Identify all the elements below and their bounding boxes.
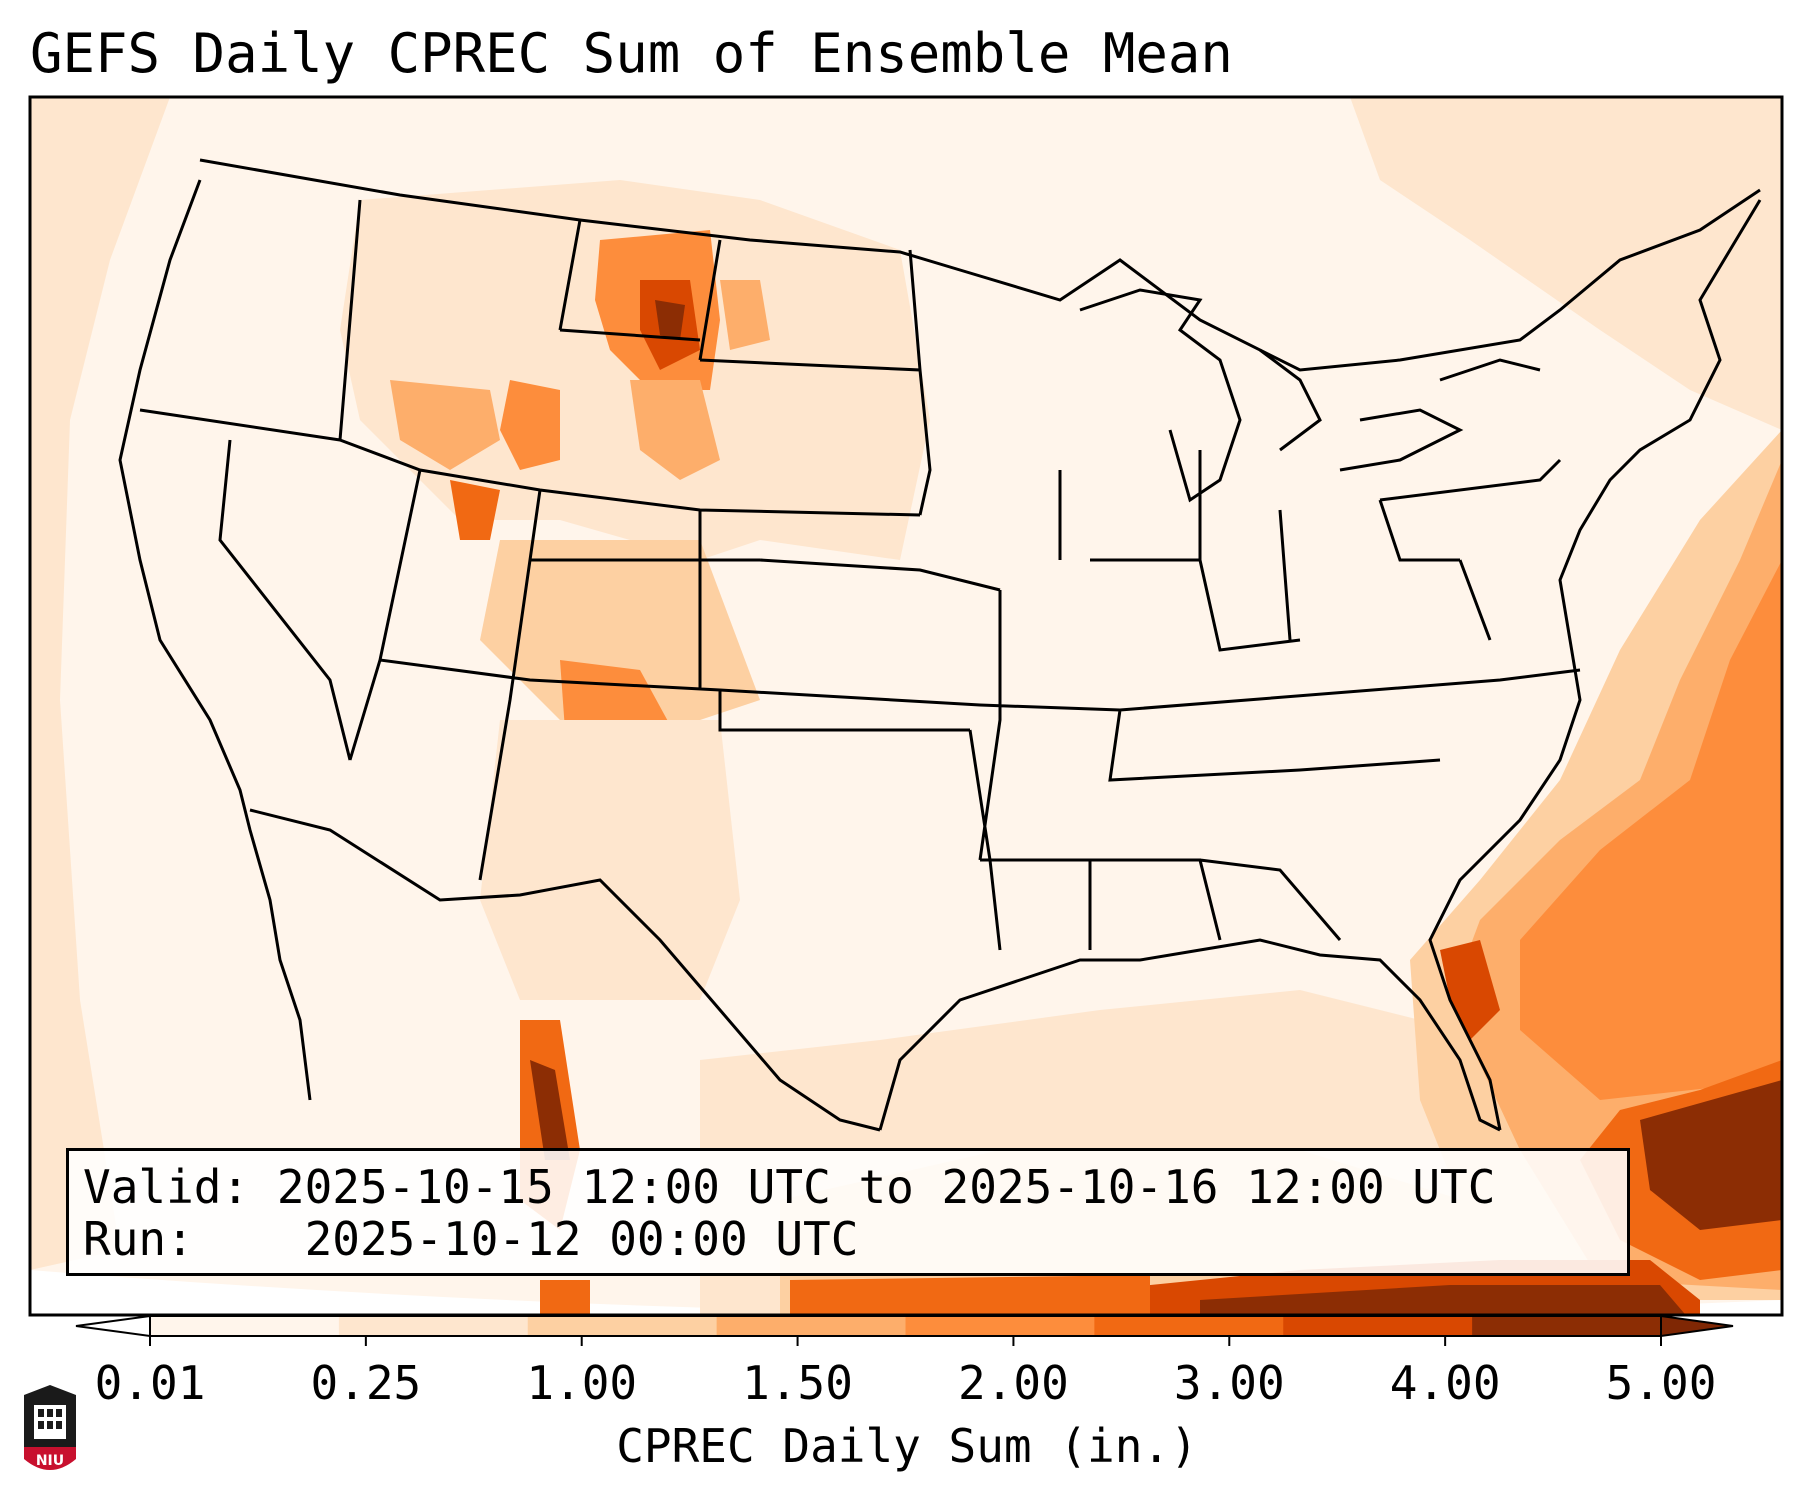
east-coast — [1428, 199, 1762, 1131]
mexico-strip — [540, 1280, 590, 1315]
idaho-blob — [390, 380, 500, 470]
chart-title: GEFS Daily CPREC Sum of Ensemble Mean — [30, 22, 1233, 85]
run-line: Run: 2025-10-12 00:00 UTC — [83, 1213, 858, 1265]
run-label: Run: — [83, 1212, 194, 1266]
colorbar-segment — [716, 1316, 906, 1336]
gulf-strip — [790, 1275, 1150, 1315]
colorbar-segment — [338, 1316, 529, 1336]
nd-blob — [720, 280, 770, 350]
west-shade — [30, 97, 170, 1270]
cuba-shade-2 — [1200, 1285, 1686, 1315]
colorbar-extend-low — [75, 1314, 151, 1338]
colorbar-segment — [1472, 1316, 1662, 1336]
colorbar-tick-label: 2.00 — [958, 1356, 1069, 1410]
colorbar-segment — [527, 1316, 718, 1336]
ne-shade — [1350, 97, 1782, 430]
colorbar-label: CPREC Daily Sum (in.) — [616, 1419, 1198, 1473]
great-lakes — [1079, 288, 1541, 503]
colorbar-tick-label: 5.00 — [1605, 1356, 1717, 1410]
colorbar-segment — [150, 1316, 340, 1336]
info-box: Valid: 2025-10-15 12:00 UTC to 2025-10-1… — [66, 1148, 1630, 1276]
colorbar-segment — [1094, 1316, 1284, 1336]
sd-blob — [630, 380, 720, 480]
colorbar-segment — [905, 1316, 1095, 1336]
bahamas-shade — [1640, 1080, 1782, 1230]
logo-text: NIU — [36, 1453, 64, 1469]
colorbar-tick-label: 0.01 — [94, 1356, 206, 1410]
utah-blob — [450, 480, 500, 540]
colorado-shade — [480, 540, 760, 720]
colorbar-segment — [1283, 1316, 1473, 1336]
atlantic-shade-3 — [1520, 560, 1782, 1100]
niu-logo: NIU — [24, 1385, 76, 1470]
valid-text: 2025-10-15 12:00 UTC to 2025-10-16 12:00… — [276, 1160, 1496, 1214]
colorbar-tick-label: 4.00 — [1389, 1356, 1501, 1410]
mexico-border — [249, 808, 881, 1132]
pacific-mexico-2 — [530, 1060, 570, 1160]
montana-core-2 — [655, 300, 685, 340]
west-coast — [118, 179, 312, 1101]
colorbar-frame — [149, 1315, 1662, 1337]
boundaries — [118, 158, 1762, 1132]
gulf-coast — [878, 938, 1501, 1132]
valid-line: Valid: 2025-10-15 12:00 UTC to 2025-10-1… — [83, 1161, 1495, 1213]
colorbar-tick-label: 3.00 — [1173, 1356, 1285, 1410]
state-lines — [139, 199, 1581, 951]
colorbar-extend-high — [1660, 1314, 1734, 1338]
sw-shade — [480, 720, 740, 1000]
colorbar-tick-label: 1.00 — [526, 1356, 638, 1410]
colorbar-tick-label: 1.50 — [742, 1356, 853, 1410]
run-text: 2025-10-12 00:00 UTC — [304, 1212, 859, 1266]
canada-border — [199, 158, 1761, 372]
wyoming-blob — [500, 380, 560, 470]
valid-label: Valid: — [83, 1160, 250, 1214]
colorbar-tick-label: 0.25 — [310, 1356, 422, 1410]
florida-east — [1440, 940, 1500, 1040]
